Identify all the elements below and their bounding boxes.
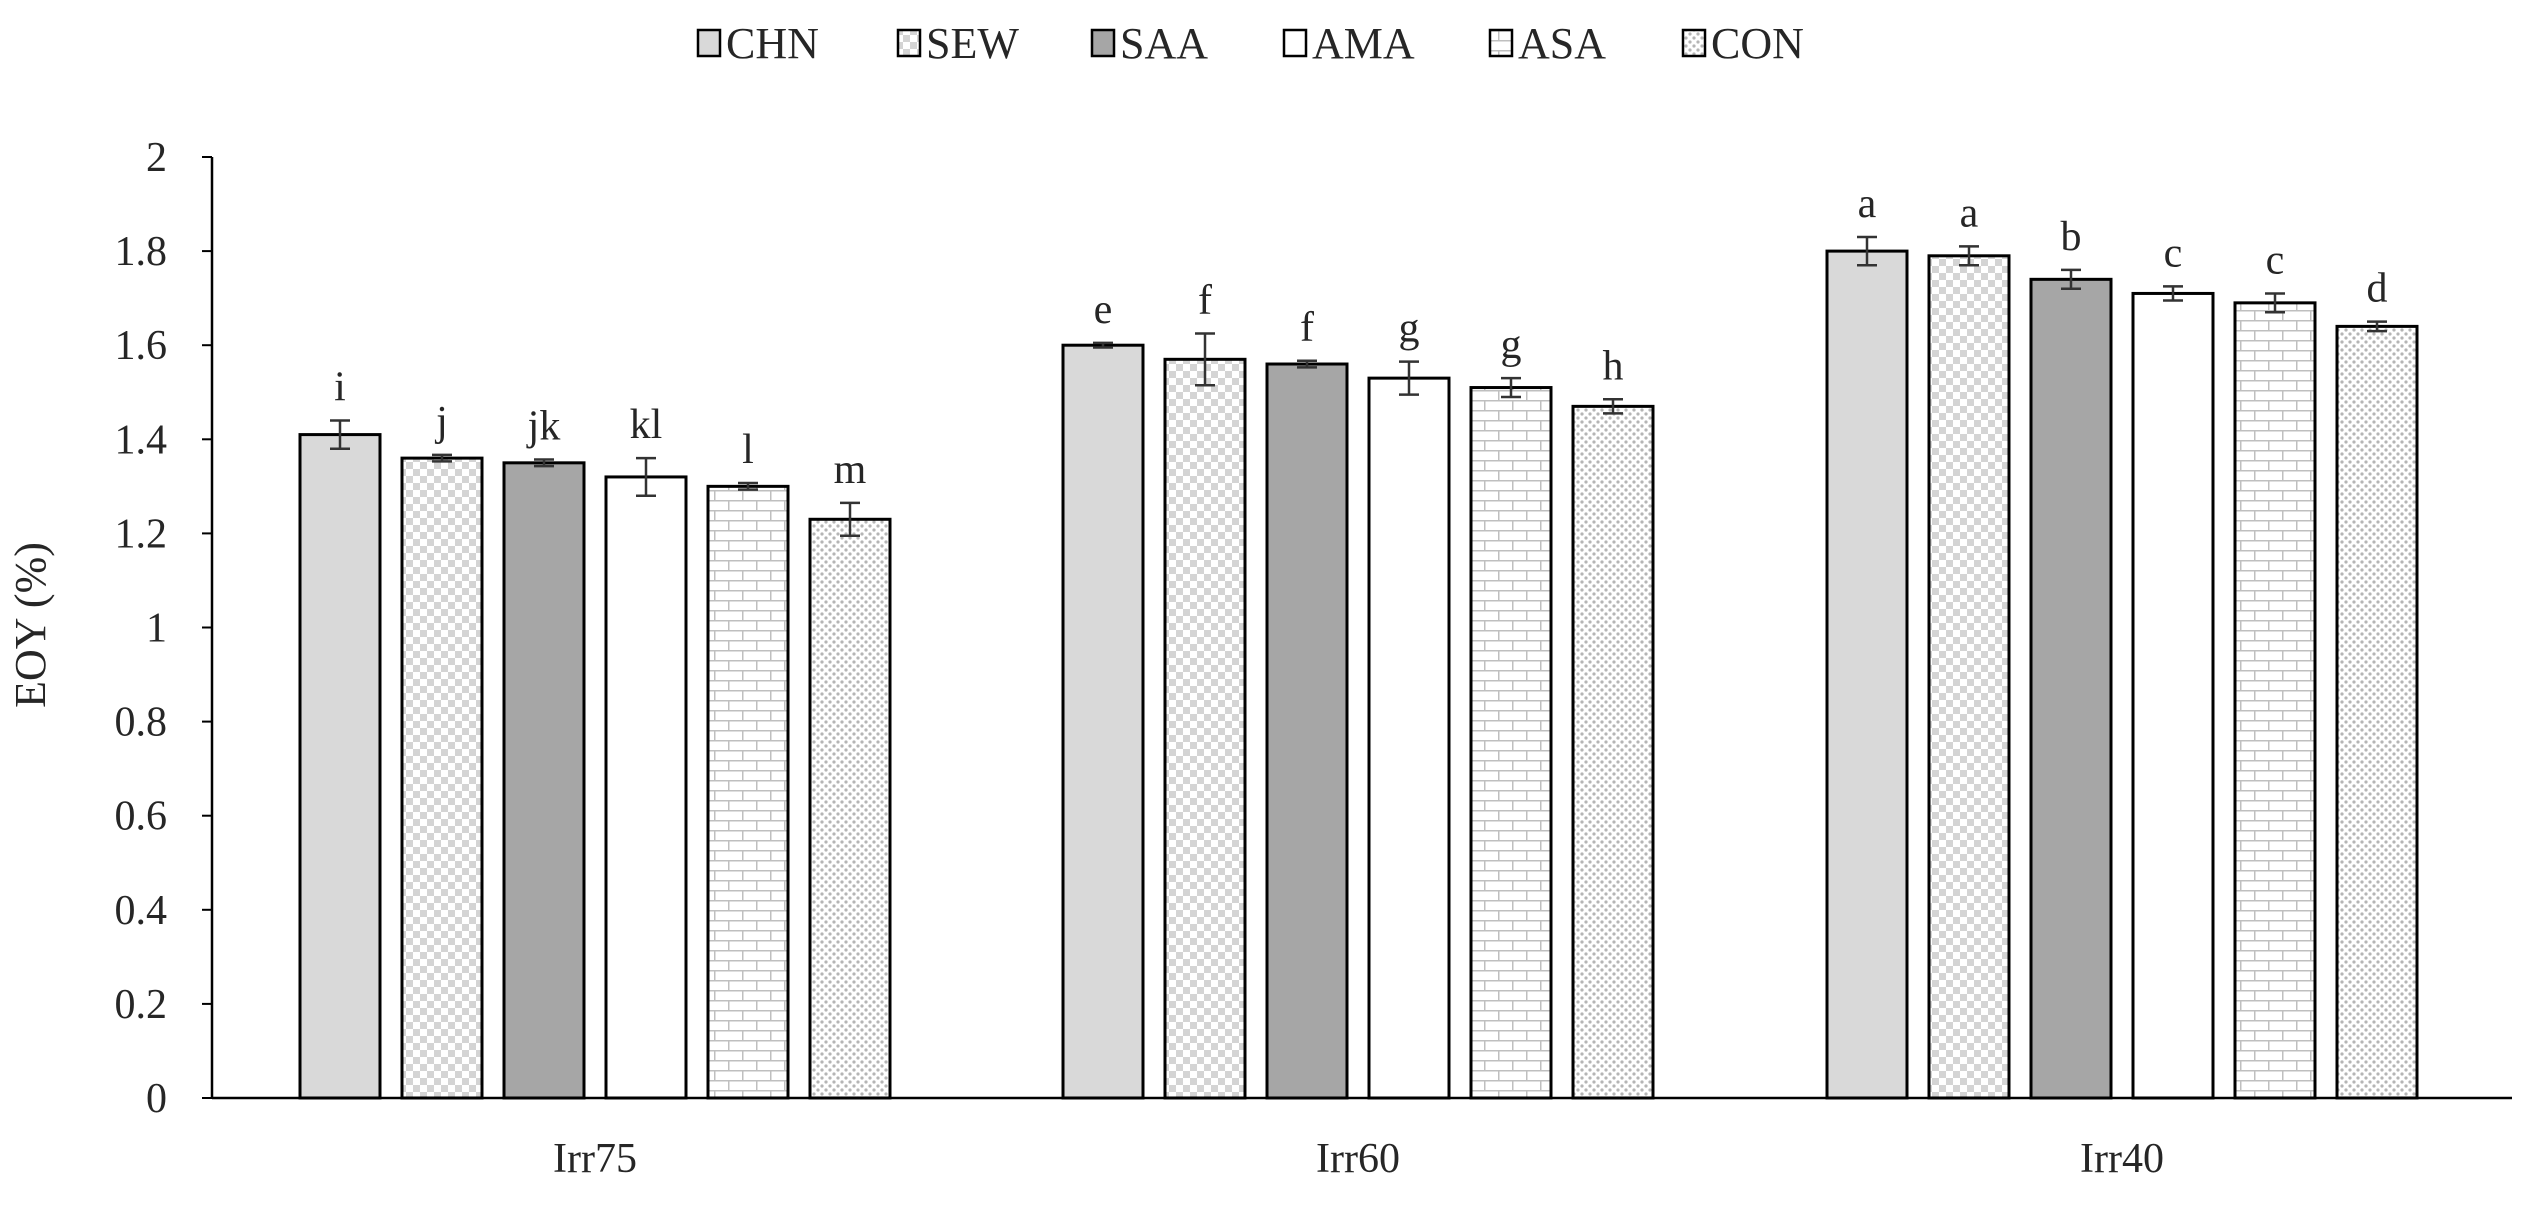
legend-item: ASA xyxy=(1488,19,1606,68)
legend-swatch xyxy=(1681,28,1707,58)
error-bar xyxy=(1399,360,1419,396)
y-tick-label: 0.2 xyxy=(115,982,168,1028)
bar xyxy=(604,475,688,1100)
legend-swatch xyxy=(1282,28,1308,58)
bar xyxy=(1825,249,1909,1100)
bar xyxy=(1265,362,1349,1100)
error-bar xyxy=(1857,235,1877,267)
bar xyxy=(1927,254,2011,1100)
y-tick-label: 0.4 xyxy=(115,888,168,934)
y-axis-ticks: 0 0.2 0.4 0.6 0.8 1 1.2 1.4 1.6 1.8 2 xyxy=(115,135,212,1122)
significance-labels: i j jk kl l m e f f g g h a a b c c d xyxy=(334,181,2387,493)
legend-label: SAA xyxy=(1120,19,1208,68)
significance-label: g xyxy=(1501,322,1522,368)
significance-label: jk xyxy=(526,404,561,450)
y-tick-label: 1 xyxy=(146,606,167,652)
legend: CHN SEW SAA AMA ASA CON xyxy=(696,19,1804,68)
significance-label: h xyxy=(1603,343,1624,389)
bar xyxy=(1163,357,1247,1100)
significance-label: l xyxy=(742,427,754,473)
significance-label: f xyxy=(1300,305,1314,351)
error-bar xyxy=(1195,332,1215,387)
significance-label: d xyxy=(2367,266,2388,312)
error-bar xyxy=(1093,341,1113,349)
y-tick-label: 0 xyxy=(146,1076,167,1122)
x-tick-label: Irr60 xyxy=(1316,1136,1400,1182)
significance-label: i xyxy=(334,364,346,410)
y-tick-label: 1.2 xyxy=(115,511,168,557)
legend-label: ASA xyxy=(1518,19,1606,68)
error-bar xyxy=(534,458,554,468)
bar xyxy=(2029,277,2113,1100)
legend-item: AMA xyxy=(1282,19,1415,68)
legend-item: SAA xyxy=(1090,19,1208,68)
bar xyxy=(298,433,382,1100)
bar xyxy=(706,484,790,1100)
legend-swatch xyxy=(896,28,922,58)
error-bar xyxy=(432,453,452,463)
bar xyxy=(1061,343,1145,1100)
significance-label: g xyxy=(1399,306,1420,352)
error-bar xyxy=(2163,285,2183,302)
legend-label: CHN xyxy=(726,19,819,68)
legend-swatch xyxy=(1090,28,1116,58)
bar xyxy=(502,461,586,1100)
x-tick-label: Irr75 xyxy=(553,1136,637,1182)
legend-swatch xyxy=(696,28,722,58)
y-tick-label: 1.6 xyxy=(115,323,168,369)
bar xyxy=(2335,324,2419,1100)
significance-label: f xyxy=(1198,277,1212,323)
bar xyxy=(2131,291,2215,1100)
legend-label: AMA xyxy=(1312,19,1415,68)
bar xyxy=(400,456,484,1100)
significance-label: e xyxy=(1094,287,1113,333)
significance-label: kl xyxy=(630,402,663,448)
legend-item: SEW xyxy=(896,19,1019,68)
significance-label: c xyxy=(2164,230,2183,276)
y-tick-label: 0.8 xyxy=(115,700,168,746)
bars xyxy=(298,249,2419,1100)
x-tick-label: Irr40 xyxy=(2080,1136,2164,1182)
legend-swatch xyxy=(1488,28,1514,58)
error-bar xyxy=(330,419,350,450)
bar xyxy=(1367,376,1451,1100)
significance-label: m xyxy=(834,447,867,493)
error-bar xyxy=(1501,376,1521,399)
error-bar xyxy=(1603,398,1623,415)
significance-label: j xyxy=(434,399,448,445)
significance-label: c xyxy=(2266,237,2285,283)
significance-label: b xyxy=(2061,214,2082,260)
significance-label: a xyxy=(1960,190,1979,236)
y-tick-label: 1.4 xyxy=(115,417,168,463)
error-bar xyxy=(1297,359,1317,369)
error-bar xyxy=(840,501,860,538)
error-bar xyxy=(1959,245,1979,267)
y-axis-title: EOY (%) xyxy=(6,542,55,708)
error-bar xyxy=(636,456,656,498)
legend-label: SEW xyxy=(926,19,1019,68)
legend-item: CHN xyxy=(696,19,819,68)
error-bar xyxy=(2265,292,2285,314)
error-bar xyxy=(738,481,758,491)
error-bars xyxy=(330,235,2387,538)
x-axis-tick-labels: Irr75 Irr60 Irr40 xyxy=(553,1136,2164,1182)
y-tick-label: 1.8 xyxy=(115,229,168,275)
legend-label: CON xyxy=(1711,19,1804,68)
y-tick-label: 2 xyxy=(146,135,167,181)
legend-item: CON xyxy=(1681,19,1804,68)
significance-label: a xyxy=(1858,181,1877,227)
bar xyxy=(1469,386,1553,1100)
y-tick-label: 0.6 xyxy=(115,794,168,840)
bar xyxy=(1571,404,1655,1100)
error-bar xyxy=(2367,320,2387,333)
bar xyxy=(808,517,892,1100)
bar xyxy=(2233,301,2317,1100)
error-bar xyxy=(2061,268,2081,290)
